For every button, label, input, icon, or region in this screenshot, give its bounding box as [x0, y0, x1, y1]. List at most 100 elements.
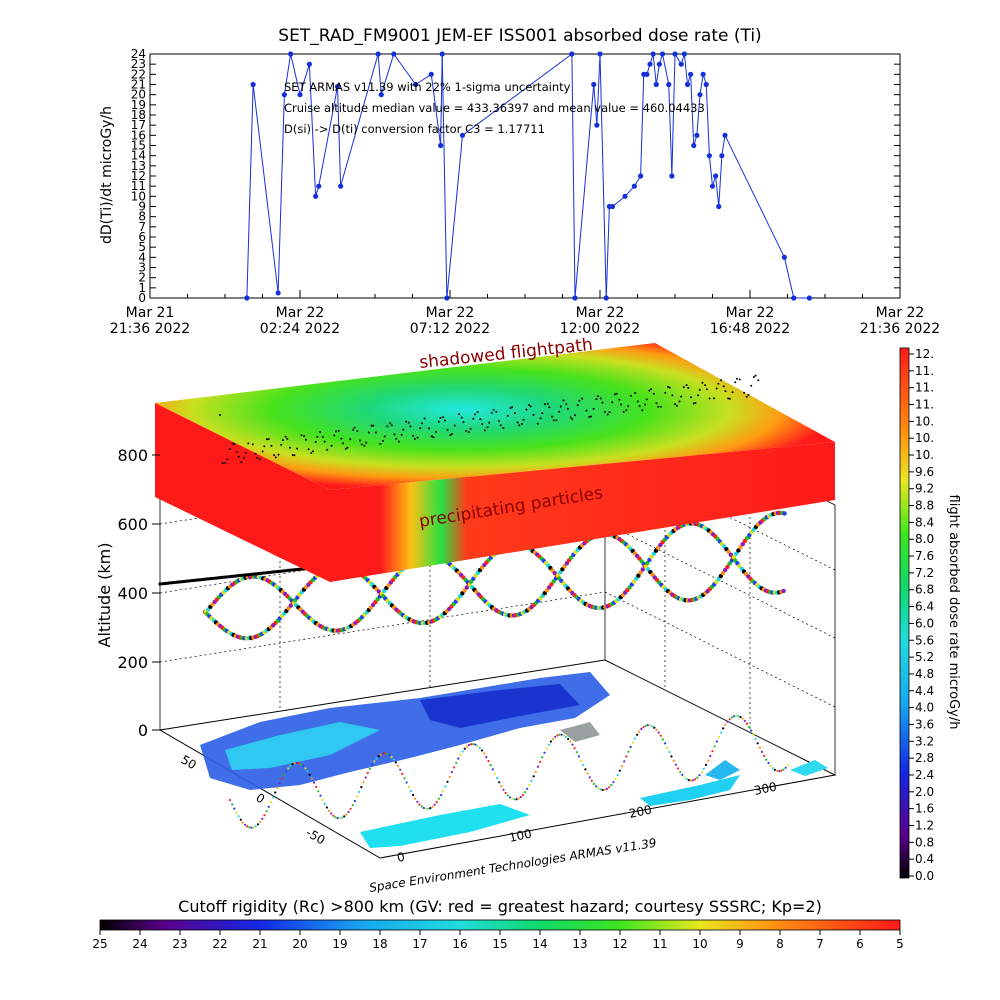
ground-track-point [437, 797, 440, 800]
data-point [656, 61, 662, 67]
y-tick-label: 22 [131, 67, 146, 81]
ground-track-point [543, 751, 546, 754]
ground-track-point [616, 773, 619, 777]
rigidity-tick-label: 8 [776, 937, 784, 951]
dose-rate-line-chart: SET_RAD_FM9001 JEM-EF ISS001 absorbed do… [99, 26, 940, 337]
series-segment [652, 53, 657, 85]
slab-speck [650, 388, 653, 391]
slab-speck [620, 403, 622, 406]
y-tick-label: 5 [138, 240, 146, 254]
slab-speck [460, 416, 463, 419]
ground-track-point [315, 785, 318, 789]
y-tick-label: 19 [131, 98, 146, 112]
ground-track-point [536, 765, 540, 768]
x-tick-label: Mar 22 [726, 305, 775, 321]
slab-speck [465, 429, 468, 432]
series-segment [318, 86, 338, 187]
orbit-point [740, 541, 745, 547]
dose-series [244, 51, 812, 301]
ground-track-point [782, 768, 785, 771]
ground-track-point [640, 727, 643, 731]
data-point [297, 92, 303, 98]
slab-speck [522, 418, 525, 421]
ground-track-point [745, 722, 749, 725]
orbit-point [723, 567, 728, 573]
slab-speck [344, 447, 347, 450]
data-point [678, 61, 684, 67]
ground-track-point [399, 768, 402, 771]
ground-track-point [269, 801, 272, 804]
latitude-tick-label: 0 [254, 790, 268, 806]
ground-track-point [433, 803, 436, 806]
slab-speck [488, 421, 491, 424]
ground-track-point [414, 797, 417, 800]
slab-speck [687, 386, 690, 389]
slab-speck [243, 456, 245, 459]
series-segment [246, 84, 254, 299]
slab-speck [728, 397, 731, 400]
series-segment [718, 155, 723, 207]
slab-speck [715, 387, 718, 390]
ground-track-point [547, 743, 550, 746]
orbit-point [725, 564, 730, 570]
ground-track-point [756, 742, 759, 745]
data-point [638, 173, 644, 179]
slab-speck [634, 392, 637, 394]
ground-track-point [366, 771, 369, 775]
slab-speck [400, 433, 403, 436]
continents [200, 672, 828, 848]
orbit-point [638, 570, 643, 575]
rigidity-tick-label: 15 [492, 937, 507, 951]
slab-speck [335, 430, 337, 433]
ground-track-point [442, 789, 445, 793]
x-tick-label: Mar 22 [426, 305, 475, 321]
slab-speck [636, 400, 639, 403]
ground-track-point [567, 737, 570, 741]
ground-track-point [595, 785, 598, 788]
slab-speck [419, 427, 422, 430]
data-point [694, 132, 700, 138]
slab-speck [555, 419, 558, 422]
ground-track-point [571, 743, 574, 746]
slab-speck [337, 429, 340, 432]
data-point [713, 173, 719, 179]
ground-track-point [461, 750, 464, 753]
data-point [439, 51, 445, 57]
slab-speck [664, 391, 667, 394]
longitude-tick-label: 0 [396, 850, 406, 865]
ground-track-point [231, 803, 234, 806]
dose-tick-label: 7.2 [915, 566, 934, 580]
slab-speck [412, 434, 415, 437]
series-segment [393, 53, 417, 85]
y-tick-label: 21 [131, 78, 146, 92]
ground-track-point [431, 805, 434, 808]
rigidity-tick-label: 24 [132, 937, 147, 951]
slab-speck [351, 428, 354, 431]
ground-track-point [683, 776, 686, 779]
ground-track-point [511, 797, 514, 800]
ground-track-point [528, 783, 531, 787]
slab-speck [536, 422, 539, 425]
slab-speck [727, 397, 730, 400]
slab-speck [390, 424, 393, 427]
slab-speck [511, 406, 514, 409]
slab-speck [558, 410, 561, 413]
slab-speck [319, 431, 322, 433]
ground-track-point [468, 743, 471, 747]
dose-tick-label: 4.0 [915, 701, 934, 715]
slab-speck [469, 427, 472, 430]
slab-speck [622, 410, 625, 413]
series-segment [340, 53, 379, 187]
slab-speck [393, 433, 396, 436]
ground-track-point [661, 738, 665, 741]
slab-speck [680, 395, 683, 398]
y-tick-label: 2 [138, 271, 146, 285]
slab-speck [231, 442, 234, 445]
ground-track-point [702, 767, 705, 770]
altitude-ticks: 0 200 400 600 800 [117, 446, 160, 740]
data-point [603, 295, 609, 301]
slab-speck [330, 444, 333, 447]
rigidity-tick-label: 17 [412, 937, 427, 951]
y-tick-label: 17 [131, 118, 146, 132]
ground-track-point [368, 767, 372, 770]
